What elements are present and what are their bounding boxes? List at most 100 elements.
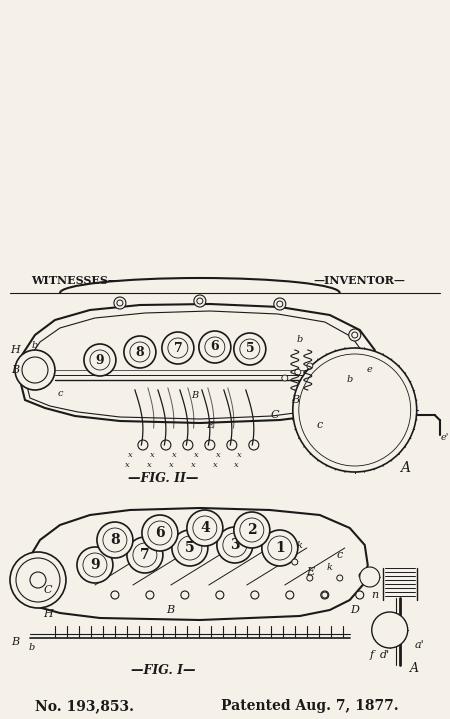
Circle shape bbox=[193, 516, 217, 540]
Text: —FIG. II—: —FIG. II— bbox=[128, 472, 198, 485]
Polygon shape bbox=[25, 508, 368, 620]
Text: B: B bbox=[11, 365, 19, 375]
Text: No. 193,853.: No. 193,853. bbox=[36, 699, 135, 713]
Text: 6: 6 bbox=[211, 341, 219, 354]
Circle shape bbox=[197, 298, 203, 304]
Circle shape bbox=[111, 591, 119, 599]
Circle shape bbox=[133, 543, 157, 567]
Circle shape bbox=[15, 350, 55, 390]
Text: 8: 8 bbox=[110, 533, 120, 547]
Circle shape bbox=[349, 329, 361, 341]
Text: H: H bbox=[10, 345, 20, 355]
Text: 1: 1 bbox=[275, 541, 285, 555]
Circle shape bbox=[168, 338, 188, 358]
Text: k: k bbox=[327, 562, 333, 572]
Text: 3: 3 bbox=[230, 538, 240, 552]
Circle shape bbox=[205, 337, 225, 357]
Text: 5: 5 bbox=[246, 342, 254, 355]
Circle shape bbox=[299, 354, 411, 466]
Text: f: f bbox=[370, 650, 374, 660]
Circle shape bbox=[130, 342, 150, 362]
Circle shape bbox=[282, 375, 288, 381]
Circle shape bbox=[162, 332, 194, 364]
Circle shape bbox=[205, 440, 215, 450]
Circle shape bbox=[183, 440, 193, 450]
Text: —INVENTOR—: —INVENTOR— bbox=[314, 275, 406, 285]
Circle shape bbox=[234, 333, 266, 365]
Circle shape bbox=[114, 297, 126, 309]
Text: 9: 9 bbox=[95, 354, 104, 367]
Text: x: x bbox=[234, 461, 239, 469]
Text: x: x bbox=[125, 461, 129, 469]
Text: D: D bbox=[350, 605, 359, 615]
Circle shape bbox=[262, 530, 298, 566]
Text: Patented Aug. 7, 1877.: Patented Aug. 7, 1877. bbox=[221, 699, 399, 713]
Circle shape bbox=[307, 575, 313, 581]
Circle shape bbox=[356, 591, 364, 599]
Circle shape bbox=[372, 612, 408, 648]
Circle shape bbox=[307, 363, 313, 369]
Text: C: C bbox=[44, 585, 52, 595]
Text: e': e' bbox=[358, 570, 368, 580]
Circle shape bbox=[240, 339, 260, 359]
Circle shape bbox=[16, 558, 60, 602]
Circle shape bbox=[90, 350, 110, 370]
Circle shape bbox=[194, 295, 206, 307]
Text: c: c bbox=[317, 420, 323, 430]
Circle shape bbox=[178, 536, 202, 560]
Circle shape bbox=[103, 528, 127, 552]
Text: e: e bbox=[367, 365, 373, 375]
Text: x: x bbox=[168, 461, 173, 469]
Text: x: x bbox=[149, 451, 154, 459]
Circle shape bbox=[292, 559, 298, 565]
Circle shape bbox=[124, 336, 156, 368]
Circle shape bbox=[187, 510, 223, 546]
Text: e': e' bbox=[441, 433, 449, 441]
Text: 5: 5 bbox=[185, 541, 195, 555]
Circle shape bbox=[77, 547, 113, 583]
Text: x: x bbox=[147, 461, 151, 469]
Text: c: c bbox=[57, 388, 63, 398]
Text: x: x bbox=[190, 461, 195, 469]
Circle shape bbox=[249, 440, 259, 450]
Circle shape bbox=[295, 369, 301, 375]
Circle shape bbox=[352, 332, 358, 338]
Circle shape bbox=[148, 521, 172, 545]
Circle shape bbox=[138, 440, 148, 450]
Text: E: E bbox=[306, 567, 314, 577]
Circle shape bbox=[223, 533, 247, 557]
Text: b: b bbox=[346, 375, 353, 385]
Text: A: A bbox=[410, 661, 419, 674]
Circle shape bbox=[83, 553, 107, 577]
Circle shape bbox=[146, 591, 154, 599]
Text: k: k bbox=[297, 541, 303, 549]
Circle shape bbox=[234, 512, 270, 548]
Circle shape bbox=[10, 552, 66, 608]
Circle shape bbox=[97, 522, 133, 558]
Text: C: C bbox=[270, 410, 279, 420]
Polygon shape bbox=[20, 304, 376, 423]
Text: A: A bbox=[400, 461, 410, 475]
Text: n: n bbox=[371, 590, 378, 600]
Circle shape bbox=[172, 530, 208, 566]
Text: WITNESSES—: WITNESSES— bbox=[31, 275, 119, 285]
Circle shape bbox=[293, 348, 417, 472]
Text: —FIG. I—: —FIG. I— bbox=[130, 664, 195, 677]
Circle shape bbox=[277, 301, 283, 307]
Circle shape bbox=[181, 591, 189, 599]
Circle shape bbox=[240, 518, 264, 542]
Circle shape bbox=[84, 344, 116, 376]
Circle shape bbox=[127, 537, 163, 573]
Circle shape bbox=[322, 592, 328, 598]
Text: 4: 4 bbox=[200, 521, 210, 535]
Circle shape bbox=[30, 572, 46, 588]
Circle shape bbox=[274, 298, 286, 310]
Circle shape bbox=[217, 527, 253, 563]
Text: E: E bbox=[206, 421, 213, 429]
Text: 2: 2 bbox=[247, 523, 256, 537]
Circle shape bbox=[117, 300, 123, 306]
Circle shape bbox=[142, 515, 178, 551]
Text: x: x bbox=[238, 451, 242, 459]
Text: 7: 7 bbox=[140, 548, 150, 562]
Text: B: B bbox=[11, 637, 19, 647]
